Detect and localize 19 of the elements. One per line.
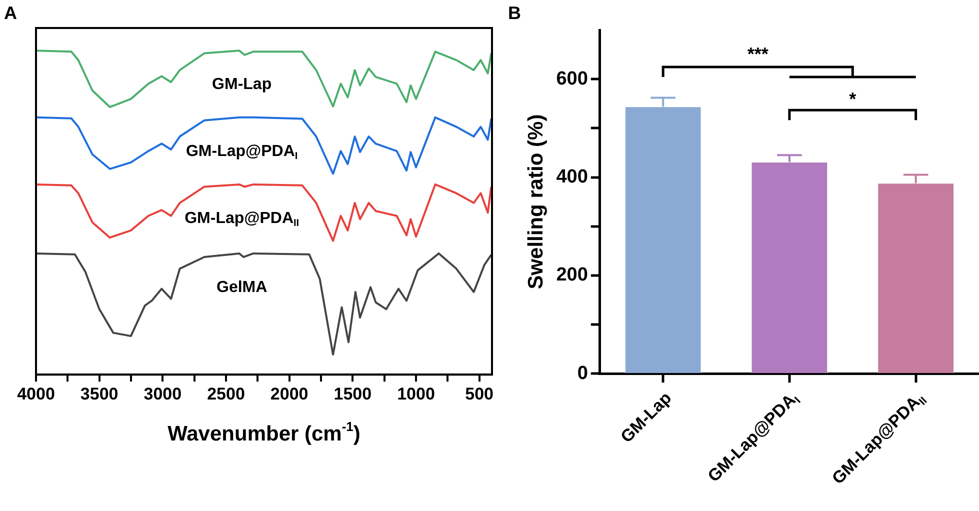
x-tick-label: 4000 <box>17 384 55 404</box>
series-label: GM-Lap <box>212 76 272 94</box>
x-tick-label: 3500 <box>80 384 118 404</box>
series-label: GelMA <box>216 278 268 296</box>
x-tick-label: 500 <box>465 384 494 404</box>
x-tick-label: 3000 <box>144 384 182 404</box>
y-tick-label: 400 <box>556 166 588 188</box>
chart-title: A <box>4 2 17 23</box>
x-tick-label: 2000 <box>270 384 308 404</box>
annotation: *** <box>747 44 768 64</box>
y-axis-title: Swelling ratio (%) <box>524 114 548 290</box>
x-tick-label: 1000 <box>397 384 435 404</box>
y-tick-label: 0 <box>577 362 588 384</box>
chart-title: B <box>508 2 521 23</box>
y-tick-label: 200 <box>556 264 588 286</box>
y-tick-label: 600 <box>556 68 588 90</box>
annotation: * <box>849 89 856 110</box>
x-tick-label: 2500 <box>207 384 245 404</box>
x-tick-label: 1500 <box>334 384 372 404</box>
